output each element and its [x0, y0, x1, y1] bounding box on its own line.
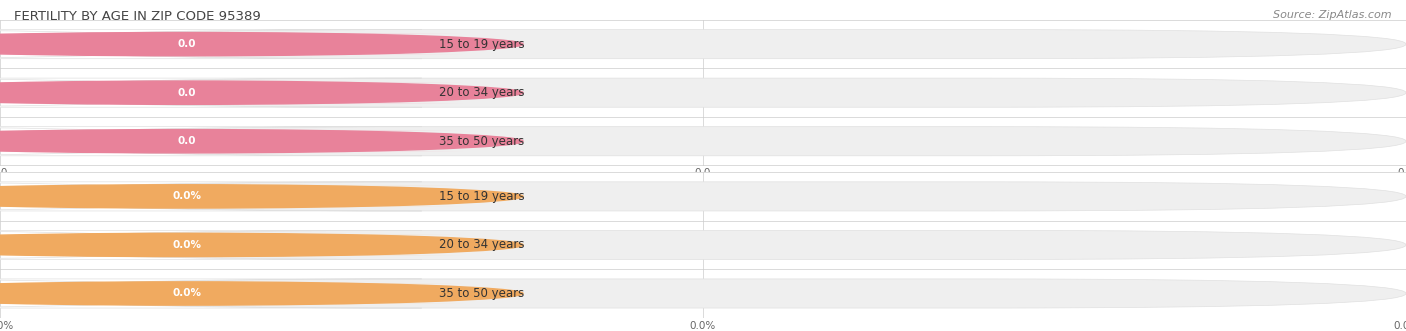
Circle shape: [0, 32, 523, 56]
Circle shape: [0, 81, 523, 104]
Text: 0.0: 0.0: [177, 88, 197, 98]
Text: 0.0%: 0.0%: [173, 191, 201, 201]
Text: 0.0: 0.0: [177, 136, 197, 146]
FancyBboxPatch shape: [0, 230, 422, 260]
FancyBboxPatch shape: [0, 29, 1406, 59]
Circle shape: [0, 185, 523, 208]
Circle shape: [0, 282, 523, 305]
FancyBboxPatch shape: [0, 182, 1406, 211]
Text: 0.0: 0.0: [177, 39, 197, 49]
FancyBboxPatch shape: [0, 78, 1406, 107]
Text: 35 to 50 years: 35 to 50 years: [439, 135, 524, 148]
Text: 20 to 34 years: 20 to 34 years: [439, 86, 524, 99]
FancyBboxPatch shape: [0, 34, 464, 55]
FancyBboxPatch shape: [0, 78, 422, 107]
Text: Source: ZipAtlas.com: Source: ZipAtlas.com: [1274, 10, 1392, 20]
FancyBboxPatch shape: [0, 29, 422, 59]
FancyBboxPatch shape: [0, 127, 1406, 156]
FancyBboxPatch shape: [0, 127, 422, 156]
Text: 15 to 19 years: 15 to 19 years: [439, 190, 524, 203]
Text: 15 to 19 years: 15 to 19 years: [439, 38, 524, 51]
Text: 0.0%: 0.0%: [173, 289, 201, 299]
FancyBboxPatch shape: [0, 283, 464, 304]
FancyBboxPatch shape: [0, 82, 464, 103]
FancyBboxPatch shape: [0, 279, 422, 308]
FancyBboxPatch shape: [0, 182, 422, 211]
Circle shape: [0, 233, 523, 257]
FancyBboxPatch shape: [0, 131, 464, 152]
FancyBboxPatch shape: [0, 186, 464, 207]
Text: 35 to 50 years: 35 to 50 years: [439, 287, 524, 300]
FancyBboxPatch shape: [0, 279, 1406, 308]
Text: 0.0%: 0.0%: [173, 240, 201, 250]
FancyBboxPatch shape: [0, 230, 1406, 260]
Circle shape: [0, 129, 523, 153]
Text: FERTILITY BY AGE IN ZIP CODE 95389: FERTILITY BY AGE IN ZIP CODE 95389: [14, 10, 260, 23]
Text: 20 to 34 years: 20 to 34 years: [439, 238, 524, 252]
FancyBboxPatch shape: [0, 234, 464, 256]
